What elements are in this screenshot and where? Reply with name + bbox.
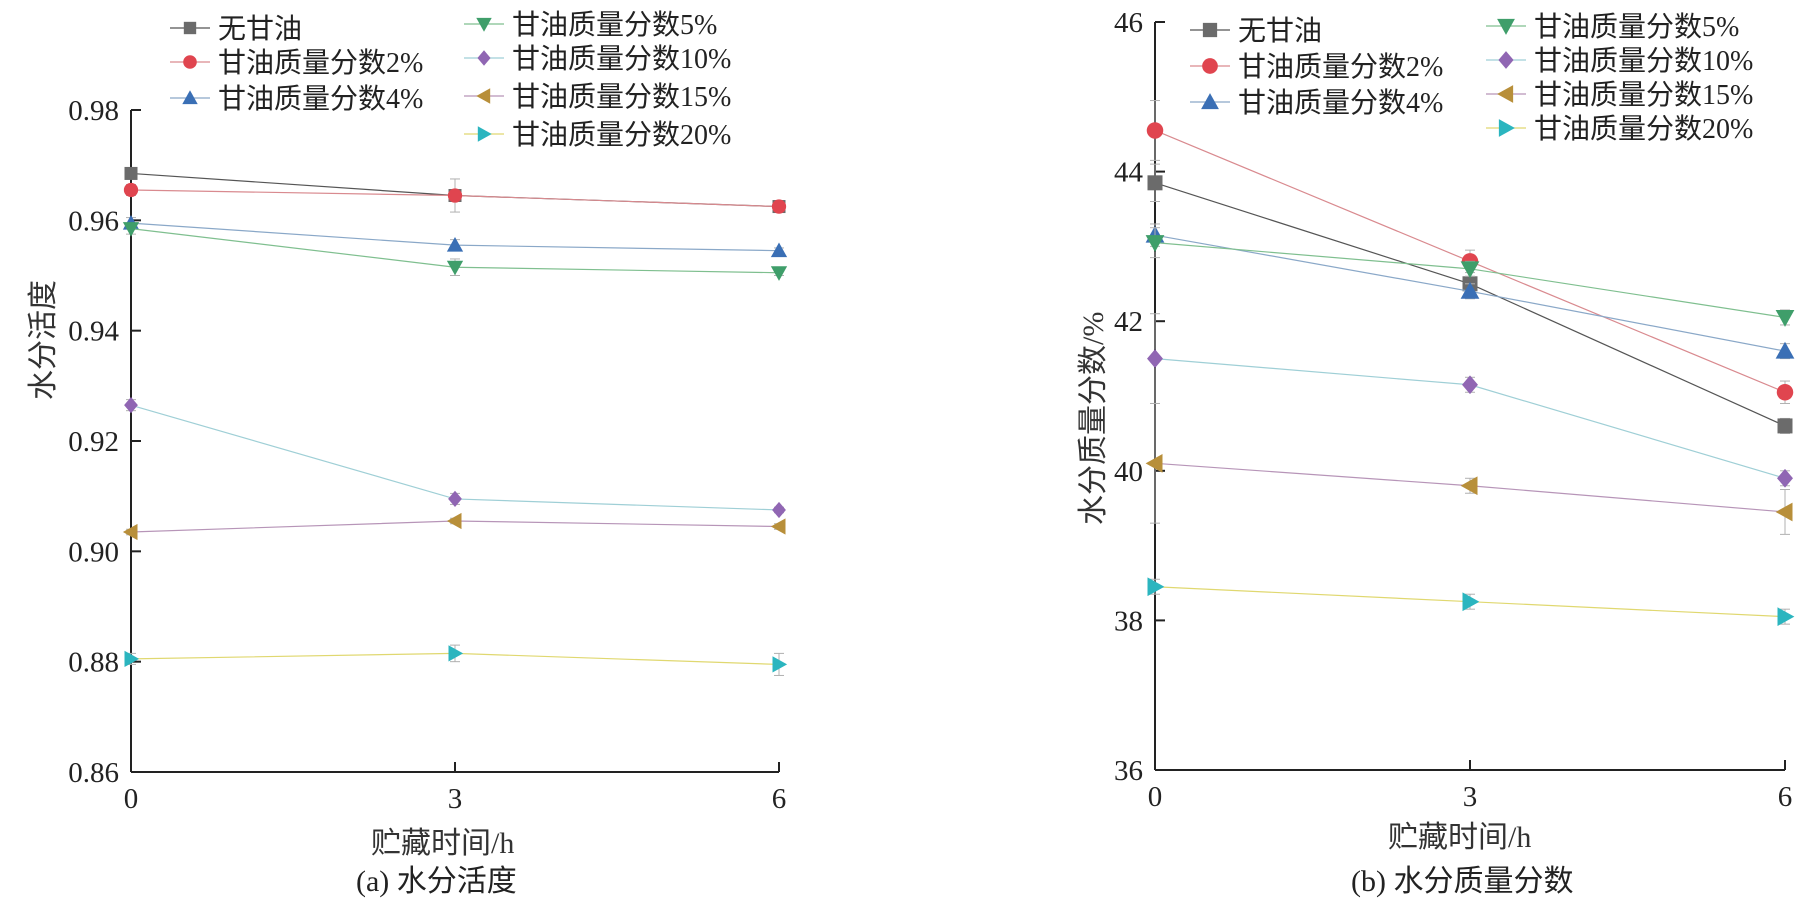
- chart-b-point-3-2: [1775, 309, 1795, 327]
- chart-a-point-3-1: [446, 260, 464, 276]
- chart-b-legend-label-4: 甘油质量分数10%: [1534, 45, 1753, 77]
- chart-a-ytick-label: 0.98: [68, 95, 119, 127]
- chart-a-legend-label-5: 甘油质量分数15%: [512, 81, 731, 113]
- chart-b-point-3-1: [1460, 261, 1480, 279]
- chart-b-legend-marker-2: [1201, 93, 1219, 110]
- chart-b-legend-label-0: 无甘油: [1238, 15, 1322, 47]
- chart-b-point-4-0: [1147, 349, 1163, 368]
- chart-a-xtick-label: 3: [448, 783, 463, 815]
- chart-b-point-1-2: [1776, 384, 1794, 401]
- chart-b-ytick-label: 46: [1114, 7, 1143, 39]
- chart-b-legend-label-3: 甘油质量分数5%: [1534, 11, 1739, 43]
- chart-a-point-3-0: [122, 222, 140, 237]
- chart-b-caption: (b) 水分质量分数: [1351, 865, 1574, 898]
- chart-a-point-6-2: [772, 656, 788, 673]
- chart-b-point-5-0: [1145, 453, 1163, 473]
- chart-a-point-4-2: [772, 501, 786, 519]
- chart-a-legend-label-2: 甘油质量分数4%: [218, 83, 423, 115]
- chart-a-legend-marker-2: [182, 90, 198, 105]
- chart-b-legend-marker-5: [1497, 85, 1514, 103]
- chart-a-point-2-2: [770, 242, 788, 258]
- chart-b-point-4-2: [1777, 468, 1793, 488]
- chart-a-caption: (a) 水分活度: [356, 865, 517, 898]
- chart-b-ytick-label: 38: [1114, 605, 1143, 637]
- chart-a-point-5-2: [770, 518, 786, 535]
- chart-a-legend-marker-0: [183, 21, 197, 35]
- chart-b-legend-marker-6: [1498, 119, 1515, 137]
- chart-a-legend-label-6: 甘油质量分数20%: [512, 119, 731, 151]
- chart-b-point-2-1: [1460, 281, 1480, 299]
- chart-a-point-5-1: [446, 512, 462, 530]
- chart-a-legend-label-4: 甘油质量分数10%: [512, 43, 731, 75]
- chart-a-ytick-label: 0.90: [68, 536, 119, 568]
- chart-b-point-3-0: [1145, 235, 1165, 253]
- chart-a-xtick-label: 6: [772, 783, 787, 815]
- chart-a-point-4-1: [448, 490, 462, 508]
- chart-b-point-6-1: [1462, 592, 1480, 612]
- chart-b-legend-marker-0: [1202, 22, 1218, 38]
- chart-a-legend-label-3: 甘油质量分数5%: [512, 9, 717, 41]
- chart-a-legend-marker-4: [477, 50, 491, 66]
- chart-a-point-2-1: [446, 237, 464, 252]
- chart-b-xtick-label: 6: [1778, 781, 1793, 813]
- chart-a-legend-marker-6: [477, 126, 492, 142]
- chart-a-xlabel: 贮藏时间/h: [371, 827, 515, 860]
- chart-b-point-6-2: [1777, 607, 1795, 627]
- chart-b-point-5-1: [1460, 476, 1478, 496]
- chart-a-ytick-label: 0.88: [68, 647, 119, 679]
- chart-a-legend-marker-3: [476, 17, 492, 32]
- chart-b-ytick-label: 44: [1114, 157, 1144, 189]
- chart-b-point-0-0: [1147, 175, 1163, 191]
- chart-a-legend-label-1: 甘油质量分数2%: [218, 47, 423, 79]
- chart-a-legend-marker-1: [183, 55, 197, 69]
- chart-a-xtick-label: 0: [124, 783, 139, 815]
- chart-a-legend-marker-5: [476, 88, 491, 104]
- chart-b-point-0-2: [1777, 418, 1793, 434]
- chart-a-point-0-0: [124, 166, 138, 180]
- chart-a-point-1-1: [447, 188, 463, 203]
- chart-b-xlabel: 贮藏时间/h: [1388, 821, 1532, 854]
- chart-a-point-6-0: [124, 650, 140, 668]
- chart-b-xtick-label: 0: [1148, 781, 1163, 813]
- chart-a-point-3-2: [770, 266, 788, 281]
- chart-b-legend-marker-3: [1497, 18, 1515, 35]
- chart-b-point-4-1: [1462, 375, 1478, 395]
- chart-a-legend-label-0: 无甘油: [218, 13, 302, 45]
- chart-b-legend-label-6: 甘油质量分数20%: [1534, 113, 1753, 145]
- chart-b-legend-label-1: 甘油质量分数2%: [1238, 51, 1443, 83]
- chart-b-legend-label-5: 甘油质量分数15%: [1534, 79, 1753, 111]
- chart-b-legend-marker-1: [1202, 58, 1218, 74]
- chart-a-point-4-0: [124, 397, 138, 414]
- chart-b-ylabel: 水分质量分数/%: [1077, 311, 1110, 525]
- chart-a-ylabel: 水分活度: [27, 280, 60, 400]
- chart-a-point-1-2: [771, 199, 787, 214]
- chart-a-ytick-label: 0.94: [68, 316, 119, 348]
- chart-b-point-6-0: [1147, 577, 1165, 597]
- chart-b-point-2-2: [1775, 341, 1795, 359]
- chart-a-ytick-label: 0.96: [68, 205, 119, 237]
- chart-b-legend-label-2: 甘油质量分数4%: [1238, 87, 1443, 119]
- chart-a-point-6-1: [448, 645, 464, 662]
- chart-b-legend-marker-4: [1498, 51, 1514, 69]
- chart-a-point-1-0: [123, 182, 139, 198]
- chart-b-ytick-label: 42: [1114, 306, 1143, 338]
- chart-b-ytick-label: 40: [1114, 456, 1143, 488]
- chart-a-ytick-label: 0.86: [68, 757, 119, 789]
- chart-a-point-5-0: [122, 523, 138, 541]
- chart-b-xtick-label: 3: [1463, 781, 1478, 813]
- chart-b-ytick-label: 36: [1114, 755, 1143, 787]
- chart-b-point-1-0: [1146, 122, 1164, 139]
- chart-a-ytick-label: 0.92: [68, 426, 119, 458]
- chart-b-point-5-2: [1775, 502, 1793, 522]
